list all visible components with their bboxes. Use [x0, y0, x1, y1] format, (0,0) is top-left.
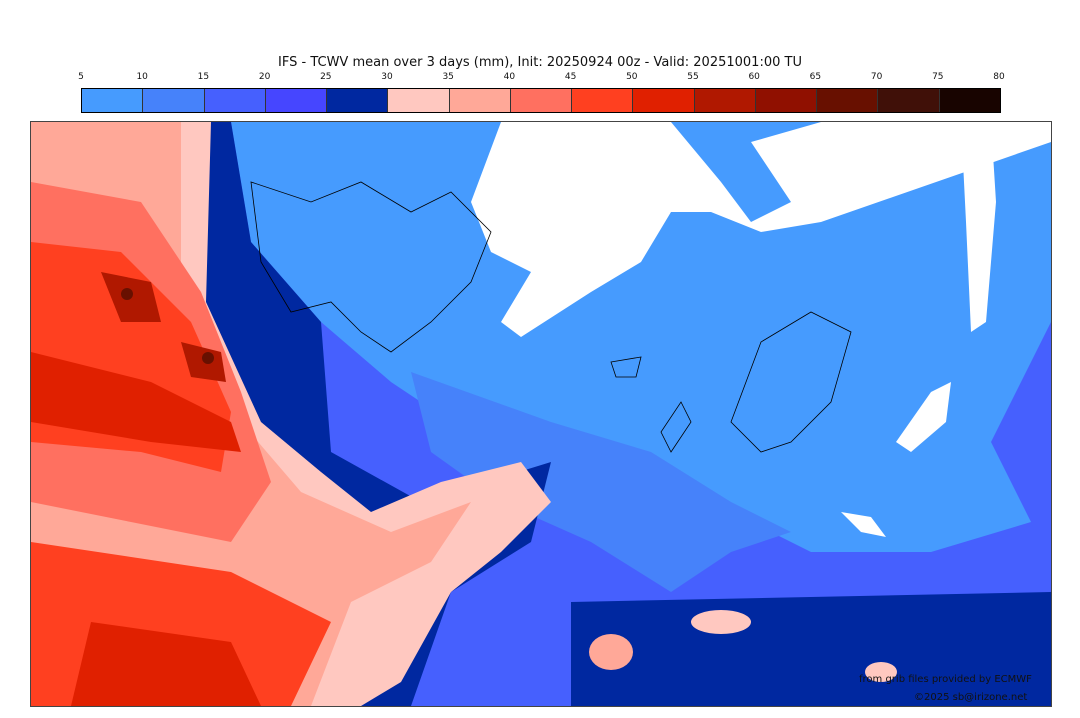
field-region-55-60	[101, 272, 226, 382]
map-title: IFS - TCWV mean over 3 days (mm), Init: …	[278, 55, 802, 70]
colorbar-segment	[633, 89, 695, 112]
colorbar-segment	[939, 89, 1000, 112]
colorbar-tick-label: 70	[870, 72, 883, 82]
copyright-credit: ©2025 sb@irizone.net	[914, 692, 1028, 703]
white-area	[841, 512, 886, 537]
colorbar-tick-label: 20	[258, 72, 271, 82]
colorbar-segment	[449, 89, 511, 112]
colorbar-tick-label: 25	[320, 72, 332, 82]
field-patch	[865, 662, 897, 682]
colorbar-segment	[510, 89, 573, 112]
colorbar-segment	[694, 89, 756, 112]
colorbar-segment	[572, 89, 634, 112]
map-field	[31, 122, 1051, 706]
colorbar-tick-label: 75	[932, 72, 944, 82]
colorbar-segment	[143, 89, 205, 112]
colorbar-tick-label: 65	[809, 72, 822, 82]
field-region-5-10	[231, 122, 1051, 552]
colorbar-tick-label: 80	[993, 72, 1005, 82]
field-region-25-30-south	[571, 592, 1051, 706]
coastline	[730, 311, 852, 453]
colorbar-segment	[817, 89, 879, 112]
colorbar-segment	[388, 89, 450, 112]
colorbar-segment	[82, 89, 144, 112]
colorbar-segment	[204, 89, 266, 112]
coastline	[610, 356, 692, 453]
colorbar-tick-label: 60	[748, 72, 760, 82]
white-area	[896, 382, 951, 452]
colorbar	[81, 88, 1001, 113]
colorbar-segment	[878, 89, 940, 112]
white-area	[961, 122, 996, 332]
colorbar-tick-label: 30	[381, 72, 393, 82]
colorbar-tick-label: 50	[626, 72, 638, 82]
colorbar-ticks: 5 10 15 20 25 30 35 40 45 50 55 60 65 70 75 80	[78, 72, 1005, 84]
colorbar-tick-label: 55	[687, 72, 699, 82]
field-region-50-55	[31, 352, 261, 706]
colorbar-segment	[265, 89, 328, 112]
low-pressure-center	[202, 352, 214, 364]
colorbar-segment	[755, 89, 818, 112]
coastline	[250, 181, 492, 353]
field-patch	[589, 634, 633, 670]
colorbar-tick-label: 5	[78, 72, 84, 82]
tcwv-map: from grib files provided by ECMWF ©2025 …	[30, 121, 1052, 707]
low-pressure-center	[121, 288, 133, 300]
source-credit: from grib files provided by ECMWF	[859, 674, 1032, 685]
colorbar-segment	[327, 89, 389, 112]
colorbar-tick-label: 10	[136, 72, 148, 82]
colorbar-tick-label: 15	[197, 72, 210, 82]
field-region-45-50	[31, 242, 331, 706]
colorbar-tick-label: 35	[442, 72, 454, 82]
colorbar-tick-label: 45	[564, 72, 577, 82]
colorbar-tick-label: 40	[503, 72, 516, 82]
greenland-white-area	[471, 122, 1051, 337]
field-patch	[691, 610, 751, 634]
field-region-10-15	[411, 372, 791, 592]
